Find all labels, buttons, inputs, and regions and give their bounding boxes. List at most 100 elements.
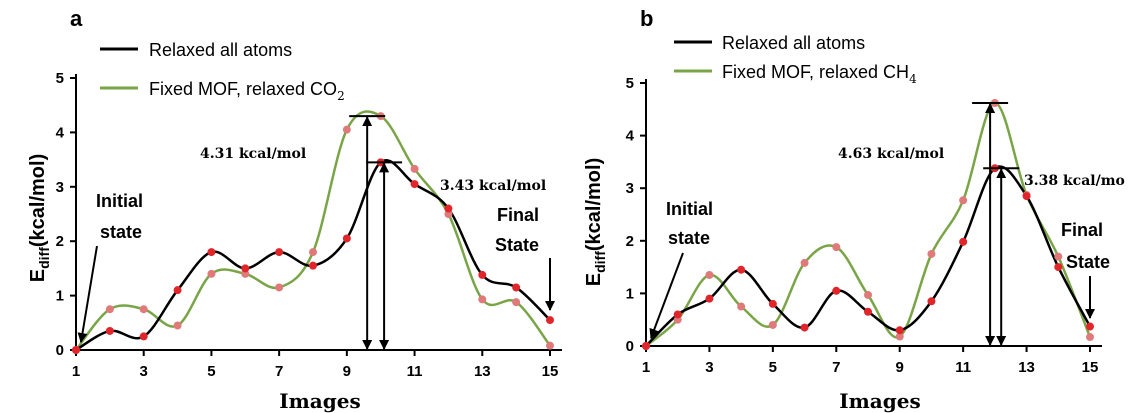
x-tick-label: 9	[896, 359, 904, 376]
data-point-fixed-mof	[105, 305, 114, 314]
legend-b-black-label: Relaxed all atoms	[722, 33, 865, 53]
data-point-fixed-mof	[768, 320, 777, 329]
data-point-relaxed-all	[342, 234, 351, 243]
x-tick-label: 1	[72, 363, 80, 380]
data-point-relaxed-all	[72, 346, 80, 354]
panel-b-initial-line2: state	[668, 228, 710, 248]
x-tick-label: 15	[1082, 359, 1099, 376]
x-tick-label: 13	[1018, 359, 1035, 376]
x-tick-label: 7	[832, 359, 840, 376]
x-tick-label: 5	[769, 359, 777, 376]
data-point-relaxed-all	[959, 237, 968, 246]
data-point-fixed-mof	[478, 295, 487, 304]
data-point-relaxed-all	[705, 294, 714, 303]
y-tick-label: 4	[56, 124, 65, 141]
data-point-relaxed-all	[512, 283, 521, 292]
panel-b-plot	[642, 98, 1094, 350]
data-point-fixed-mof	[737, 302, 746, 311]
panel-b-final-line2: State	[1066, 252, 1110, 272]
data-point-fixed-mof	[139, 305, 148, 314]
panel-a: a Relaxed all atoms Fixed MOF, relaxed C…	[27, 6, 562, 413]
x-tick-label: 13	[474, 363, 491, 380]
legend-b-green-label: Fixed MOF, relaxed CH4	[722, 62, 917, 86]
y-tick-label: 5	[56, 70, 64, 87]
data-point-relaxed-all	[309, 261, 317, 270]
panel-a-arrows	[77, 115, 555, 350]
x-tick-label: 15	[542, 363, 559, 380]
panel-b-xlabel: Images	[839, 389, 920, 413]
data-point-fixed-mof	[309, 248, 317, 257]
data-point-fixed-mof	[1086, 333, 1094, 342]
x-tick-label: 7	[275, 363, 283, 380]
y-tick-label: 1	[56, 288, 64, 305]
y-tick-label: 3	[626, 180, 634, 197]
y-tick-label: 4	[626, 128, 635, 145]
panel-b-ylabel: Ediff(kcal/mol)	[583, 158, 608, 286]
x-tick-label: 3	[140, 363, 148, 380]
x-tick-label: 11	[955, 359, 971, 376]
data-point-fixed-mof	[173, 321, 182, 330]
data-point-relaxed-all	[444, 204, 453, 213]
data-point-relaxed-all	[673, 310, 682, 319]
series-line-relaxed-all	[645, 165, 1092, 347]
data-point-fixed-mof	[512, 298, 521, 307]
data-point-relaxed-all	[642, 342, 650, 350]
data-point-relaxed-all	[1086, 322, 1094, 331]
data-point-relaxed-all	[832, 286, 841, 295]
y-tick-label: 2	[56, 233, 64, 250]
data-point-fixed-mof	[207, 269, 216, 278]
panel-b-arrows	[649, 101, 1095, 346]
data-point-relaxed-all	[737, 265, 746, 274]
x-tick-label: 5	[207, 363, 215, 380]
data-point-fixed-mof	[1054, 252, 1063, 261]
panel-a-plot	[72, 110, 554, 354]
y-tick-label: 5	[626, 75, 634, 92]
x-tick-label: 11	[407, 363, 423, 380]
legend-a-black-label: Relaxed all atoms	[149, 40, 292, 60]
data-point-fixed-mof	[864, 290, 872, 299]
series-line-fixed-mof	[75, 110, 551, 351]
data-point-relaxed-all	[410, 180, 419, 189]
panel-b-final-line1: Final	[1061, 220, 1103, 240]
data-point-relaxed-all	[173, 286, 182, 295]
panel-a-label: a	[70, 6, 83, 31]
data-point-relaxed-all	[105, 326, 114, 335]
data-point-fixed-mof	[705, 270, 714, 279]
x-tick-label: 1	[642, 359, 650, 376]
data-point-fixed-mof	[410, 164, 419, 173]
data-point-fixed-mof	[895, 332, 904, 341]
x-tick-label: 3	[705, 359, 713, 376]
data-point-relaxed-all	[139, 332, 148, 341]
data-point-relaxed-all	[207, 248, 216, 257]
data-point-relaxed-all	[768, 299, 777, 308]
data-point-relaxed-all	[275, 248, 284, 257]
data-point-fixed-mof	[342, 125, 351, 134]
data-point-relaxed-all	[241, 264, 250, 273]
data-point-fixed-mof	[927, 249, 936, 258]
data-point-relaxed-all	[1054, 263, 1063, 272]
data-point-relaxed-all	[478, 270, 487, 279]
panel-b-label: b	[640, 6, 653, 31]
panel-a-final-line2: State	[495, 235, 539, 255]
legend-a-green-label: Fixed MOF, relaxed CO2	[149, 79, 345, 103]
panel-b-annot-green-barrier: 4.63 kcal/mol	[838, 146, 944, 162]
data-point-relaxed-all	[864, 307, 872, 316]
data-point-relaxed-all	[1022, 192, 1031, 201]
panel-a-annot-green-barrier: 4.31 kcal/mol	[200, 146, 306, 162]
panel-a-annot-black-barrier: 3.43 kcal/mol	[440, 178, 546, 194]
panel-a-xlabel: Images	[279, 389, 360, 413]
initial-state-arrow	[649, 252, 684, 339]
panel-a-initial-line2: state	[100, 222, 142, 242]
panel-b-initial-line1: Initial	[666, 199, 713, 219]
y-tick-label: 0	[56, 342, 64, 359]
y-tick-label: 1	[626, 285, 634, 302]
series-line-fixed-mof	[645, 101, 1092, 347]
data-point-fixed-mof	[275, 283, 284, 292]
initial-state-arrow	[77, 245, 98, 343]
panel-b: b Relaxed all atoms Fixed MOF, relaxed C…	[583, 6, 1125, 413]
data-point-fixed-mof	[546, 341, 554, 350]
data-point-relaxed-all	[800, 323, 809, 332]
x-tick-label: 9	[343, 363, 351, 380]
data-point-relaxed-all	[895, 326, 904, 335]
